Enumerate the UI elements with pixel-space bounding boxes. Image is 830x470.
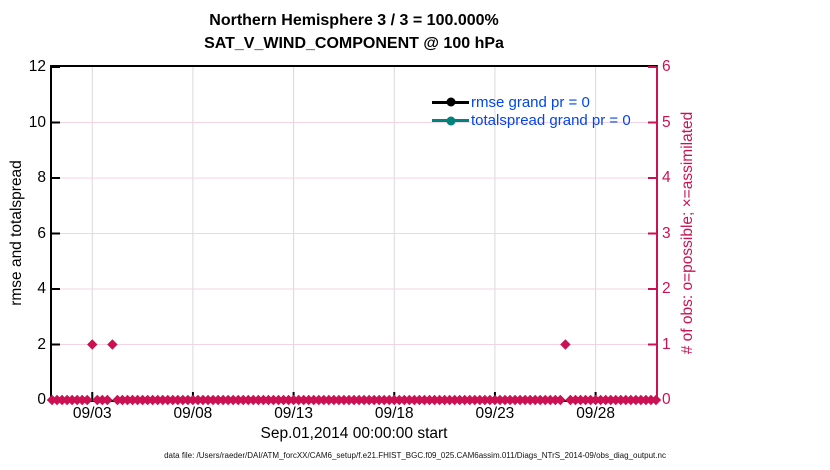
x-tick-label: 09/08 xyxy=(173,405,213,422)
left-tick-label: 12 xyxy=(28,58,46,75)
right-tick-label: 2 xyxy=(662,280,671,297)
left-tick-label: 6 xyxy=(37,224,46,242)
left-tick-label: 0 xyxy=(37,391,46,408)
x-tick-label: 09/18 xyxy=(374,405,414,422)
x-tick-label: 09/13 xyxy=(274,405,313,422)
right-tick-label: 1 xyxy=(662,335,671,353)
right-tick-label: 4 xyxy=(662,169,671,186)
x-axis-title: Sep.01,2014 00:00:00 start xyxy=(260,425,448,442)
totalspread-marker-icon xyxy=(446,116,455,126)
x-tick-label: 09/03 xyxy=(72,405,112,422)
obs-count-diamond-marker xyxy=(102,394,113,406)
right-tick-label: 6 xyxy=(662,58,671,75)
right-tick-label: 0 xyxy=(662,391,671,408)
obs-count-diamond-marker xyxy=(82,394,93,406)
left-tick-label: 8 xyxy=(37,169,46,186)
legend-label-totalspread: totalspread grand pr = 0 xyxy=(471,112,631,130)
obs-count-diamond-marker xyxy=(560,339,571,350)
chart-subtitle: SAT_V_WIND_COMPONENT @ 100 hPa xyxy=(204,35,504,52)
legend-item-totalspread: totalspread grand pr = 0 xyxy=(432,112,631,131)
right-tick-label: 5 xyxy=(662,113,671,131)
obs-count-diamond-marker xyxy=(107,339,118,350)
obs-count-diamond-marker xyxy=(87,339,98,350)
right-tick-label: 3 xyxy=(662,224,671,242)
x-tick-label: 09/23 xyxy=(475,405,515,422)
plot-canvas xyxy=(46,66,662,406)
left-tick-label: 2 xyxy=(37,335,46,353)
legend: rmse grand pr = 0 totalspread grand pr =… xyxy=(432,93,631,130)
obs-count-diamond-marker xyxy=(650,394,662,406)
totalspread-line-sample xyxy=(432,116,469,126)
rmse-marker-icon xyxy=(446,97,455,107)
left-tick-label: 10 xyxy=(28,113,46,131)
data-file-note: data file: /Users/raeder/DAI/ATM_forcXX/… xyxy=(164,451,666,460)
chart-title: Northern Hemisphere 3 / 3 = 100.000% xyxy=(209,12,499,29)
legend-label-rmse: rmse grand pr = 0 xyxy=(471,93,590,111)
legend-item-rmse: rmse grand pr = 0 xyxy=(432,93,631,112)
plot-area: rmse grand pr = 0 totalspread grand pr =… xyxy=(46,65,662,406)
rmse-line-sample xyxy=(432,97,469,107)
left-tick-label: 4 xyxy=(37,280,46,297)
x-tick-label: 09/28 xyxy=(576,405,615,422)
